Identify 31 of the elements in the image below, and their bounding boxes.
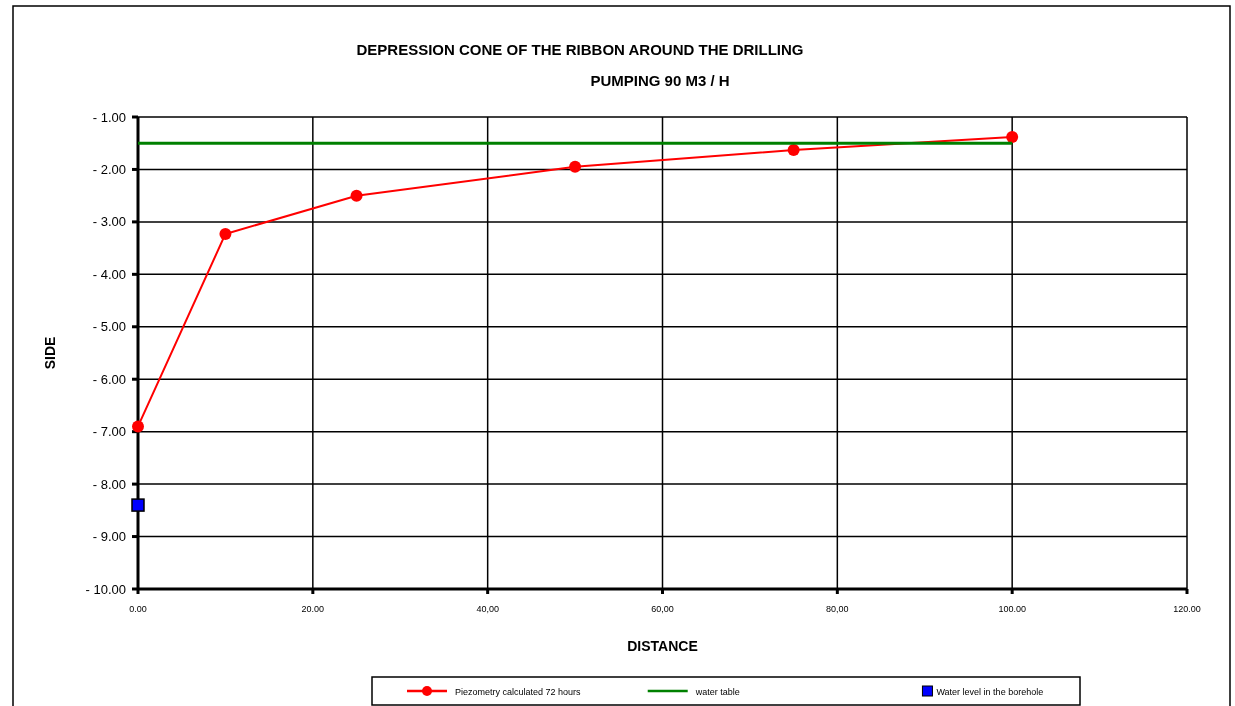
y-tick-label: - 5.00 — [92, 319, 126, 335]
point — [1006, 130, 1019, 143]
legend-label: Water level in the borehole — [936, 686, 1044, 697]
point — [131, 498, 145, 512]
legend-label: water table — [694, 686, 740, 697]
y-axis-title: SIDE — [42, 336, 58, 370]
x-axis-title: DISTANCE — [627, 638, 698, 654]
point — [219, 227, 232, 240]
point — [350, 189, 363, 202]
point — [787, 144, 800, 157]
legend-label: Piezometry calculated 72 hours — [455, 686, 582, 697]
x-tick-label: 80,00 — [826, 604, 849, 614]
x-tick-label: 0.00 — [129, 604, 147, 614]
x-tick-label: 120.00 — [1173, 604, 1201, 614]
point — [569, 160, 582, 173]
x-tick-label: 40,00 — [476, 604, 499, 614]
y-tick-label: - 3.00 — [92, 214, 126, 230]
chart-subtitle: PUMPING 90 M3 / H — [590, 72, 730, 89]
y-tick-label: - 6.00 — [92, 371, 126, 387]
y-tick-label: - 1.00 — [92, 109, 126, 125]
x-tick-label: 20.00 — [301, 604, 325, 614]
chart-title: DEPRESSION CONE OF THE RIBBON AROUND THE DRILLING — [356, 41, 804, 58]
point — [132, 420, 144, 433]
y-tick-label: - 10.00 — [85, 581, 126, 597]
y-tick-label: - 2.00 — [92, 161, 126, 177]
x-tick-label: 60,00 — [651, 604, 674, 614]
y-tick-label: - 7.00 — [92, 424, 126, 440]
y-tick-label: - 4.00 — [92, 266, 126, 282]
x-tick-label: 100.00 — [998, 604, 1026, 614]
y-tick-label: - 9.00 — [92, 529, 126, 545]
y-tick-label: - 8.00 — [92, 476, 126, 492]
